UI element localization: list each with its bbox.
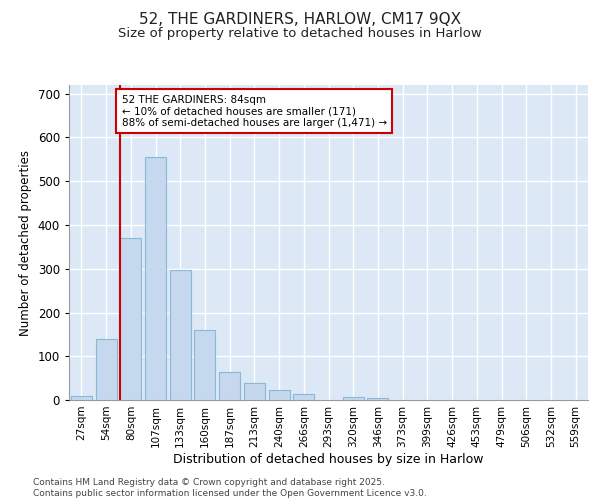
Text: 52 THE GARDINERS: 84sqm
← 10% of detached houses are smaller (171)
88% of semi-d: 52 THE GARDINERS: 84sqm ← 10% of detache…: [122, 94, 386, 128]
Bar: [244, 382, 265, 400]
Bar: [367, 398, 388, 400]
Bar: [194, 330, 215, 400]
X-axis label: Distribution of detached houses by size in Harlow: Distribution of detached houses by size …: [173, 452, 484, 466]
Bar: [120, 238, 141, 400]
Bar: [95, 339, 116, 400]
Bar: [71, 396, 92, 400]
Bar: [269, 390, 290, 400]
Text: Size of property relative to detached houses in Harlow: Size of property relative to detached ho…: [118, 28, 482, 40]
Bar: [343, 396, 364, 400]
Bar: [145, 157, 166, 400]
Bar: [293, 394, 314, 400]
Bar: [170, 270, 191, 400]
Bar: [219, 372, 240, 400]
Text: Contains HM Land Registry data © Crown copyright and database right 2025.
Contai: Contains HM Land Registry data © Crown c…: [33, 478, 427, 498]
Text: 52, THE GARDINERS, HARLOW, CM17 9QX: 52, THE GARDINERS, HARLOW, CM17 9QX: [139, 12, 461, 28]
Y-axis label: Number of detached properties: Number of detached properties: [19, 150, 32, 336]
